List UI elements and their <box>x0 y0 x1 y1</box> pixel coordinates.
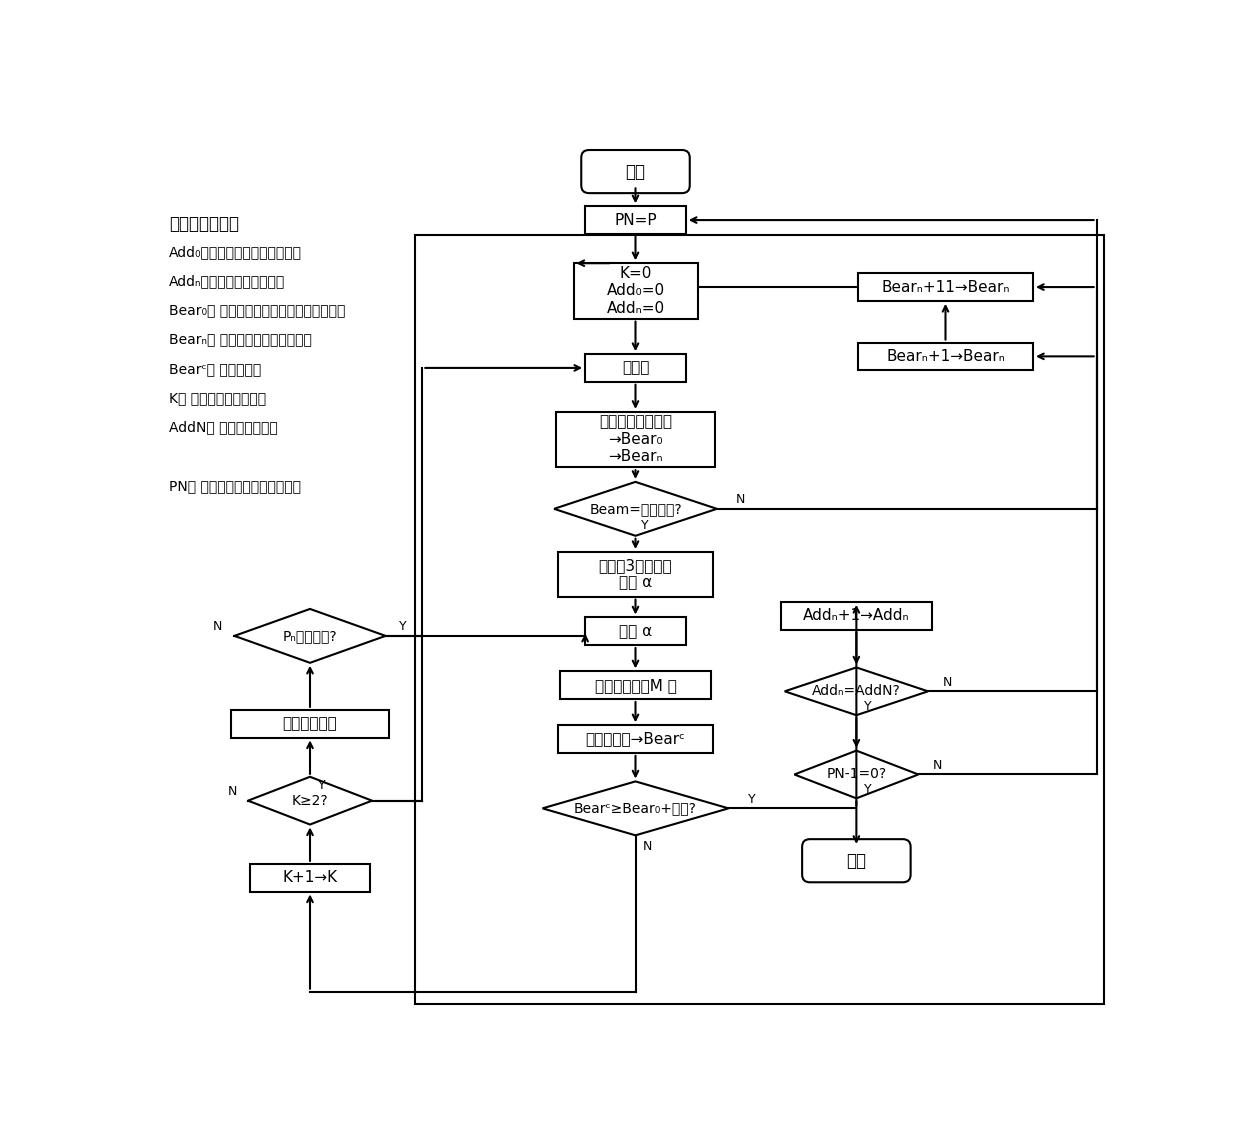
Text: 控制连续发射M 次: 控制连续发射M 次 <box>594 678 677 693</box>
FancyBboxPatch shape <box>858 342 1033 370</box>
Text: Y: Y <box>864 784 872 796</box>
Text: Y: Y <box>317 779 325 792</box>
Text: N: N <box>642 841 652 853</box>
Text: Addₙ+1→Addₙ: Addₙ+1→Addₙ <box>804 608 910 623</box>
FancyBboxPatch shape <box>560 671 711 699</box>
Text: 依据表3确定控制
参数 α: 依据表3确定控制 参数 α <box>599 558 672 591</box>
Text: N: N <box>932 759 942 771</box>
Text: 开始: 开始 <box>625 162 646 180</box>
Text: PN： 认知方位扫描周期计数器。: PN： 认知方位扫描周期计数器。 <box>169 479 301 493</box>
FancyBboxPatch shape <box>858 273 1033 301</box>
FancyBboxPatch shape <box>556 412 715 468</box>
Text: Addₙ=AddN?: Addₙ=AddN? <box>812 685 900 698</box>
FancyBboxPatch shape <box>250 864 370 891</box>
Text: N: N <box>212 621 222 633</box>
Text: 检验检测效果: 检验检测效果 <box>283 717 337 731</box>
FancyBboxPatch shape <box>781 602 932 630</box>
Text: Beam=当前方位?: Beam=当前方位? <box>589 502 682 516</box>
Text: 记录数据方位暂存
→Bear₀
→Bearₙ: 记录数据方位暂存 →Bear₀ →Bearₙ <box>599 414 672 464</box>
FancyBboxPatch shape <box>585 207 686 234</box>
Text: N: N <box>228 785 237 798</box>
FancyBboxPatch shape <box>585 354 686 382</box>
FancyBboxPatch shape <box>802 839 910 882</box>
Text: 图中符号说明：: 图中符号说明： <box>169 216 239 234</box>
Text: Y: Y <box>864 701 872 713</box>
Text: 取数据: 取数据 <box>621 361 650 375</box>
Text: K+1→K: K+1→K <box>283 871 337 885</box>
Polygon shape <box>554 482 717 536</box>
Text: Y: Y <box>641 519 649 532</box>
Text: K≥2?: K≥2? <box>291 794 329 808</box>
Text: 结束: 结束 <box>847 851 867 869</box>
Text: Addₙ：已处理的记录个数；: Addₙ：已处理的记录个数； <box>169 274 285 288</box>
Text: Bear₀： 当前工作存储器记录数据的方位；: Bear₀： 当前工作存储器记录数据的方位； <box>169 304 345 317</box>
Polygon shape <box>785 667 928 715</box>
Polygon shape <box>248 777 372 825</box>
FancyBboxPatch shape <box>558 726 713 753</box>
Text: 保存 α: 保存 α <box>619 624 652 639</box>
Text: Add₀：下个记录数据的起始地址: Add₀：下个记录数据的起始地址 <box>169 244 303 259</box>
Polygon shape <box>234 609 386 663</box>
Text: PN-1=0?: PN-1=0? <box>826 768 887 782</box>
Text: Bearₙ： 已处理的记录方位个数；: Bearₙ： 已处理的记录方位个数； <box>169 332 311 347</box>
Text: Pₙ达到要求?: Pₙ达到要求? <box>283 629 337 642</box>
Polygon shape <box>543 782 729 835</box>
Text: Bearₙ+1→Bearₙ: Bearₙ+1→Bearₙ <box>887 349 1004 364</box>
FancyBboxPatch shape <box>558 552 713 597</box>
Text: K=0
Add₀=0
Addₙ=0: K=0 Add₀=0 Addₙ=0 <box>606 266 665 316</box>
Text: Y: Y <box>748 793 755 806</box>
Text: 取当前方位→Bearᶜ: 取当前方位→Bearᶜ <box>585 731 686 746</box>
Text: PN=Ρ: PN=Ρ <box>614 212 657 227</box>
Text: Bearᶜ： 当前方位；: Bearᶜ： 当前方位； <box>169 362 262 375</box>
Text: N: N <box>944 675 952 688</box>
Text: K： 已发射的信号组数；: K： 已发射的信号组数； <box>169 391 267 405</box>
FancyBboxPatch shape <box>573 264 697 318</box>
Text: Bearᶜ≥Bear₀+增量?: Bearᶜ≥Bear₀+增量? <box>574 801 697 816</box>
FancyBboxPatch shape <box>231 710 389 737</box>
FancyBboxPatch shape <box>585 617 686 645</box>
Text: AddN： 记录数据总数；: AddN： 记录数据总数； <box>169 420 278 435</box>
Text: Y: Y <box>399 621 407 633</box>
Text: Bearₙ+11→Bearₙ: Bearₙ+11→Bearₙ <box>882 280 1009 294</box>
Text: N: N <box>735 493 745 507</box>
Polygon shape <box>795 751 919 799</box>
FancyBboxPatch shape <box>582 149 689 193</box>
